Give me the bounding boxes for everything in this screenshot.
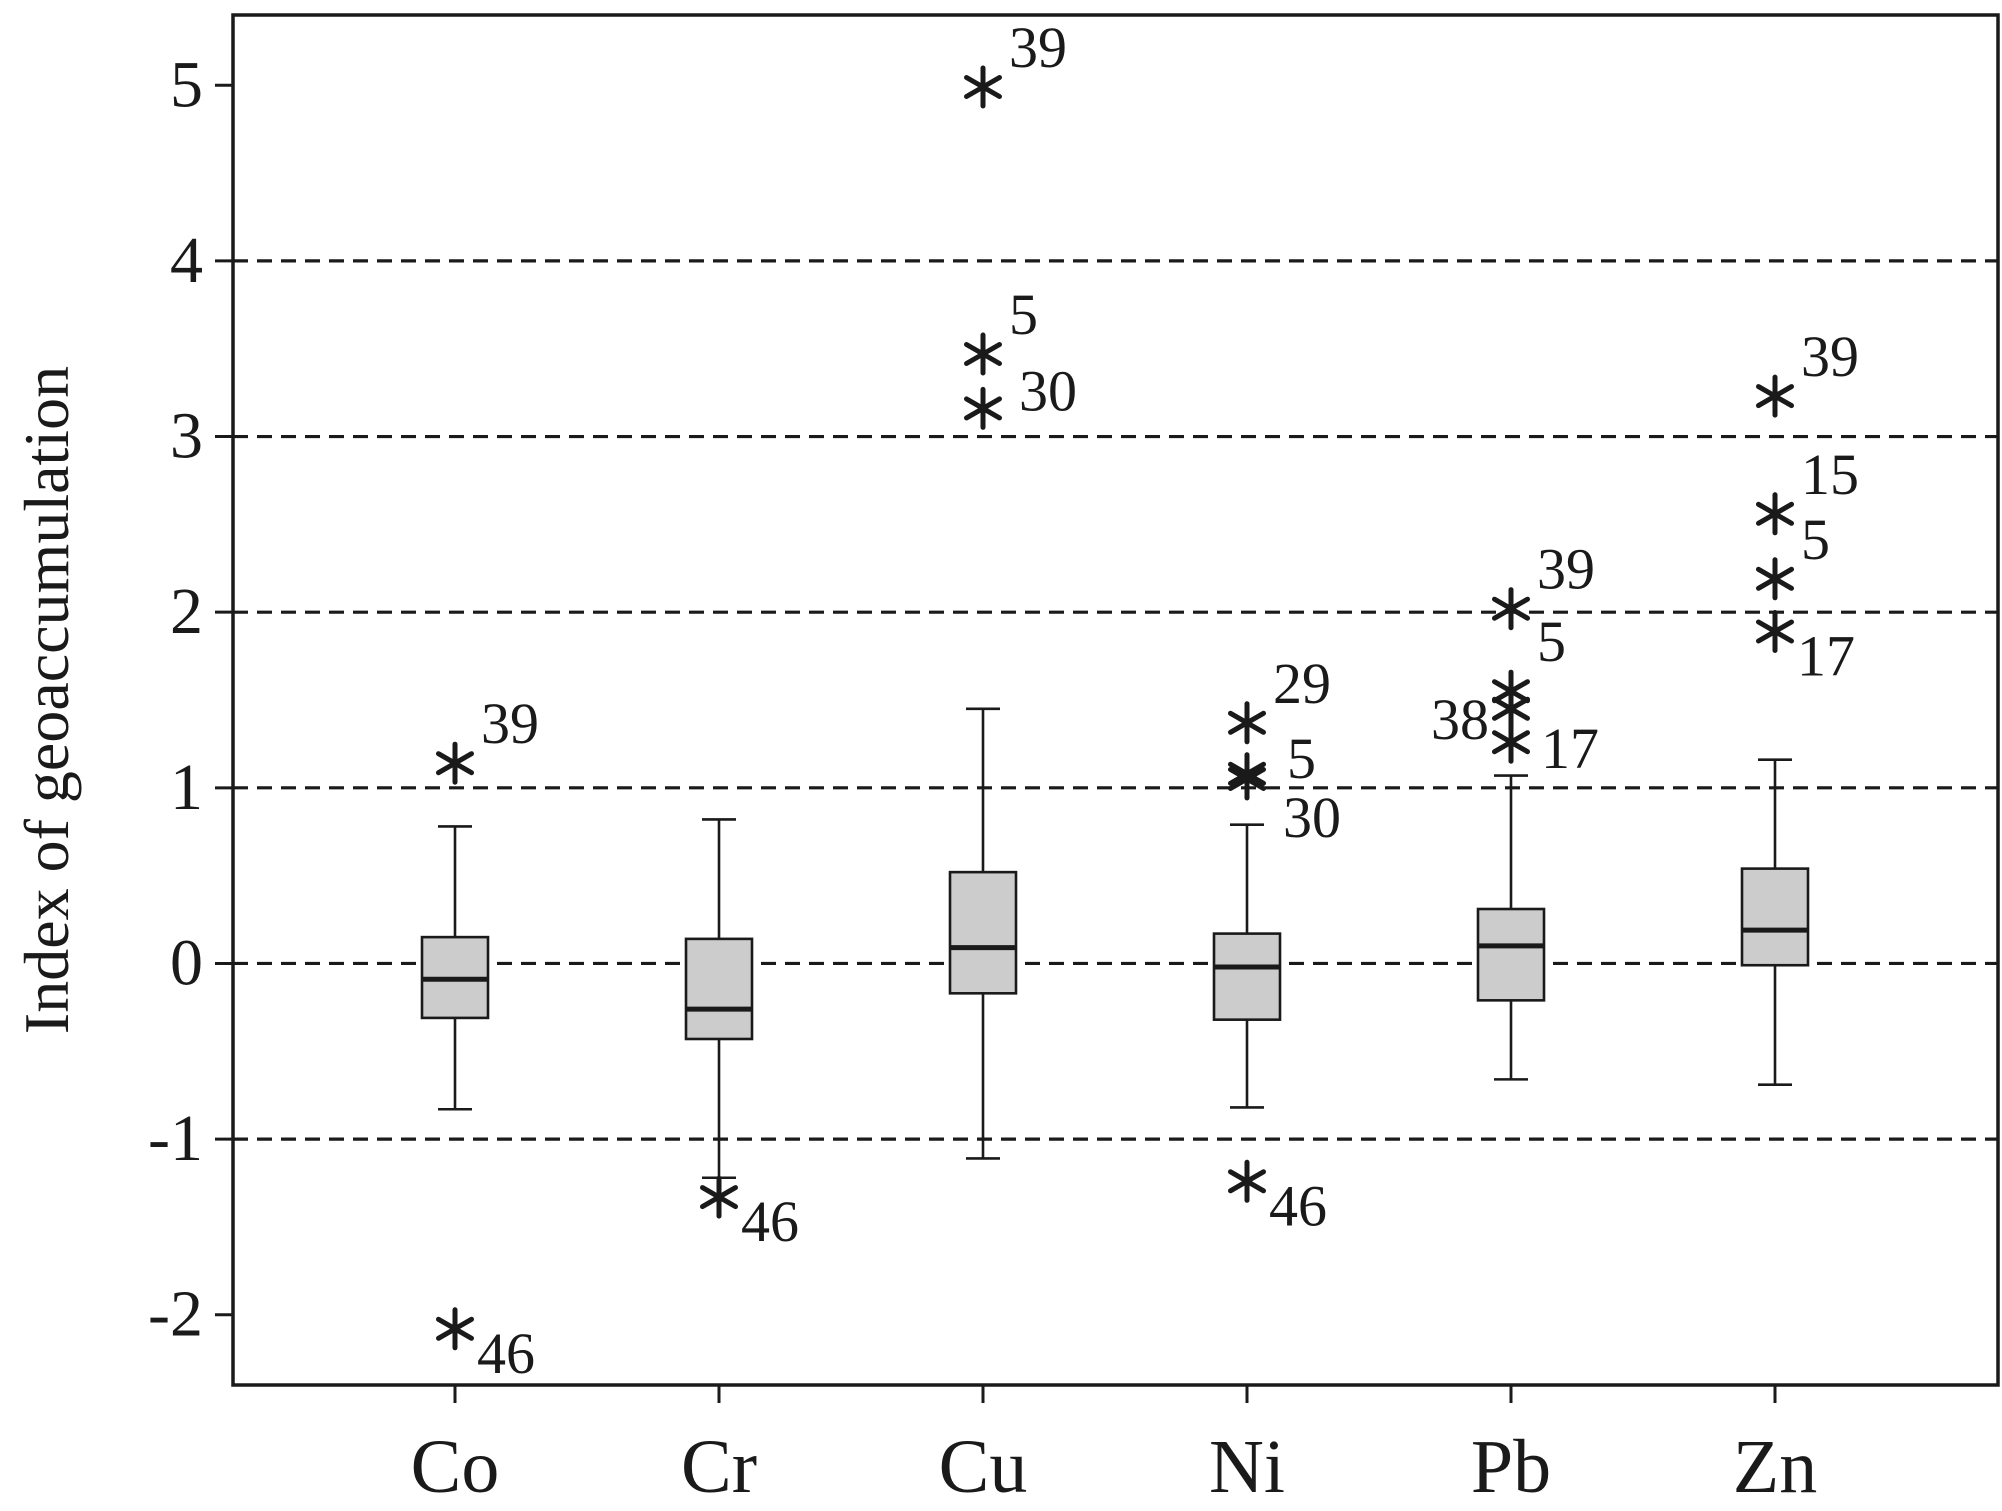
y-tick-label-3: 1: [170, 751, 203, 824]
outlier-star-ni-46: [1228, 1159, 1266, 1203]
outlier-label-ni-29: 29: [1273, 651, 1331, 716]
outlier-label-cu-39: 39: [1009, 15, 1067, 80]
box-cu: [948, 707, 1018, 1160]
x-axis: Co Cr Cu Ni Pb Zn: [411, 1385, 1817, 1509]
outlier-star-zn-15: [1756, 492, 1794, 536]
x-tick-label-cu: Cu: [939, 1425, 1028, 1509]
iqr-box-cu: [948, 870, 1018, 995]
outlier-label-pb-38: 38: [1431, 687, 1489, 752]
outlier-label-ni-5: 5: [1287, 726, 1316, 791]
outlier-label-co-39: 39: [481, 691, 539, 756]
outlier-star-cu-39: [964, 65, 1002, 109]
outlier-label-pb-17: 17: [1541, 716, 1599, 781]
outlier-label-zn-39: 39: [1801, 324, 1859, 389]
outlier-star-zn-39: [1756, 374, 1794, 418]
outlier-star-zn-5: [1756, 557, 1794, 601]
y-tick-label-6: 4: [170, 224, 203, 297]
box-zn: [1740, 758, 1810, 1086]
y-tick-label-7: 5: [170, 48, 203, 121]
y-tick-label-0: -2: [148, 1278, 203, 1351]
outlier-star-co-39: [436, 741, 474, 785]
reference-lines: [233, 259, 1998, 1141]
y-tick-label-5: 3: [170, 400, 203, 473]
outlier-label-cu-30: 30: [1019, 358, 1077, 423]
outlier-label-co-46: 46: [477, 1321, 535, 1386]
x-tick-label-ni: Ni: [1209, 1425, 1285, 1509]
x-tick-label-zn: Zn: [1733, 1425, 1817, 1509]
y-axis-label: Index of geoaccumulation: [11, 366, 82, 1034]
y-axis: -2 -1 0 1 2 3 4 5: [148, 48, 233, 1351]
outlier-star-cu-30: [964, 386, 1002, 430]
iqr-box-zn: [1740, 867, 1810, 967]
outlier-label-cr-46: 46: [741, 1189, 799, 1254]
outlier-label-pb-5: 5: [1537, 609, 1566, 674]
outlier-label-pb-39: 39: [1537, 537, 1595, 602]
outlier-star-ni-30: [1228, 757, 1266, 801]
iqr-box-pb: [1476, 907, 1546, 1002]
outlier-label-ni-30: 30: [1283, 785, 1341, 850]
outlier-label-ni-46: 46: [1269, 1173, 1327, 1238]
boxes-layer: [420, 707, 1810, 1180]
outlier-star-zn-17: [1756, 610, 1794, 653]
outlier-label-zn-5: 5: [1801, 507, 1830, 572]
outlier-star-cr-46: [700, 1175, 738, 1219]
outlier-star-pb-39: [1492, 587, 1530, 631]
outlier-star-cu-5: [964, 332, 1002, 376]
outlier-label-zn-15: 15: [1801, 442, 1859, 507]
y-tick-label-4: 2: [170, 575, 203, 648]
box-pb: [1476, 774, 1546, 1081]
y-tick-label-1: -1: [148, 1102, 203, 1175]
outlier-star-co-46: [436, 1307, 474, 1351]
x-tick-label-co: Co: [411, 1425, 500, 1509]
x-tick-label-pb: Pb: [1471, 1425, 1551, 1509]
box-ni: [1212, 823, 1282, 1109]
outlier-star-pb-17: [1492, 720, 1530, 764]
plot-frame: [231, 13, 2000, 1387]
iqr-box-ni: [1212, 932, 1282, 1021]
iqr-box-cr: [684, 937, 754, 1041]
box-co: [420, 825, 490, 1111]
y-tick-label-2: 0: [170, 926, 203, 999]
outlier-label-cu-5: 5: [1009, 282, 1038, 347]
box-cr: [684, 818, 754, 1180]
x-tick-label-cr: Cr: [681, 1425, 757, 1509]
outlier-star-ni-29: [1228, 701, 1266, 745]
outlier-label-zn-17: 17: [1797, 624, 1855, 689]
